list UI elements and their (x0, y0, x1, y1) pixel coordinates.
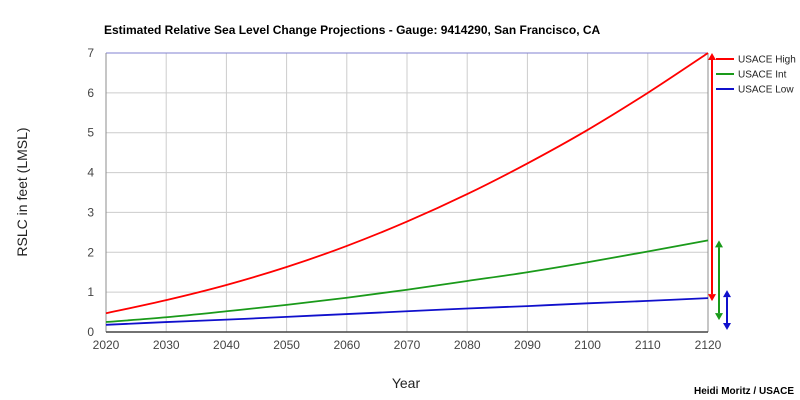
range-arrow-usace-low (723, 290, 731, 331)
y-tick-label: 1 (87, 285, 94, 299)
y-tick-label: 3 (87, 205, 94, 219)
x-axis-label: Year (392, 375, 421, 391)
chart-title: Estimated Relative Sea Level Change Proj… (104, 23, 601, 37)
y-tick-labels: 0 1 2 3 4 5 6 7 (87, 46, 94, 339)
legend-item-usace-low: USACE Low (716, 85, 794, 96)
series-line-usace-high (105, 52, 709, 315)
x-tick-label: 2050 (273, 338, 300, 352)
legend-item-usace-high: USACE High (716, 55, 796, 66)
legend-label: USACE Int (738, 70, 787, 81)
x-tick-labels: 2020 2030 2040 2050 2060 2070 2080 2090 2100 2110… (93, 338, 722, 352)
y-tick-label: 4 (87, 166, 94, 180)
range-arrow-usace-int (715, 240, 723, 321)
image-credit: Heidi Moritz / USACE (694, 386, 794, 397)
legend-label: USACE Low (738, 85, 794, 96)
x-tick-label: 2030 (153, 338, 180, 352)
x-tick-label: 2040 (213, 338, 240, 352)
y-axis-label: RSLC in feet (LMSL) (14, 127, 30, 256)
series-line-usace-int (105, 239, 709, 323)
x-tick-label: 2100 (574, 338, 601, 352)
series-lines (105, 52, 709, 326)
legend-label: USACE High (738, 55, 796, 66)
x-tick-label: 2090 (514, 338, 541, 352)
x-tick-label: 2120 (695, 338, 722, 352)
range-arrows (708, 53, 731, 331)
legend: USACE High USACE Int USACE Low (716, 55, 796, 96)
y-tick-label: 0 (87, 325, 94, 339)
range-arrow-usace-high (708, 53, 716, 302)
x-tick-label: 2110 (635, 338, 661, 352)
x-tick-label: 2070 (394, 338, 421, 352)
axes (105, 52, 709, 333)
x-tick-label: 2020 (93, 338, 120, 352)
y-tick-label: 7 (87, 46, 94, 60)
y-tick-label: 6 (87, 86, 94, 100)
y-tick-label: 5 (87, 126, 94, 140)
series-line-usace-low (105, 297, 709, 326)
y-tick-label: 2 (87, 245, 94, 259)
x-tick-label: 2080 (454, 338, 481, 352)
legend-item-usace-int: USACE Int (716, 70, 787, 81)
x-tick-label: 2060 (333, 338, 360, 352)
